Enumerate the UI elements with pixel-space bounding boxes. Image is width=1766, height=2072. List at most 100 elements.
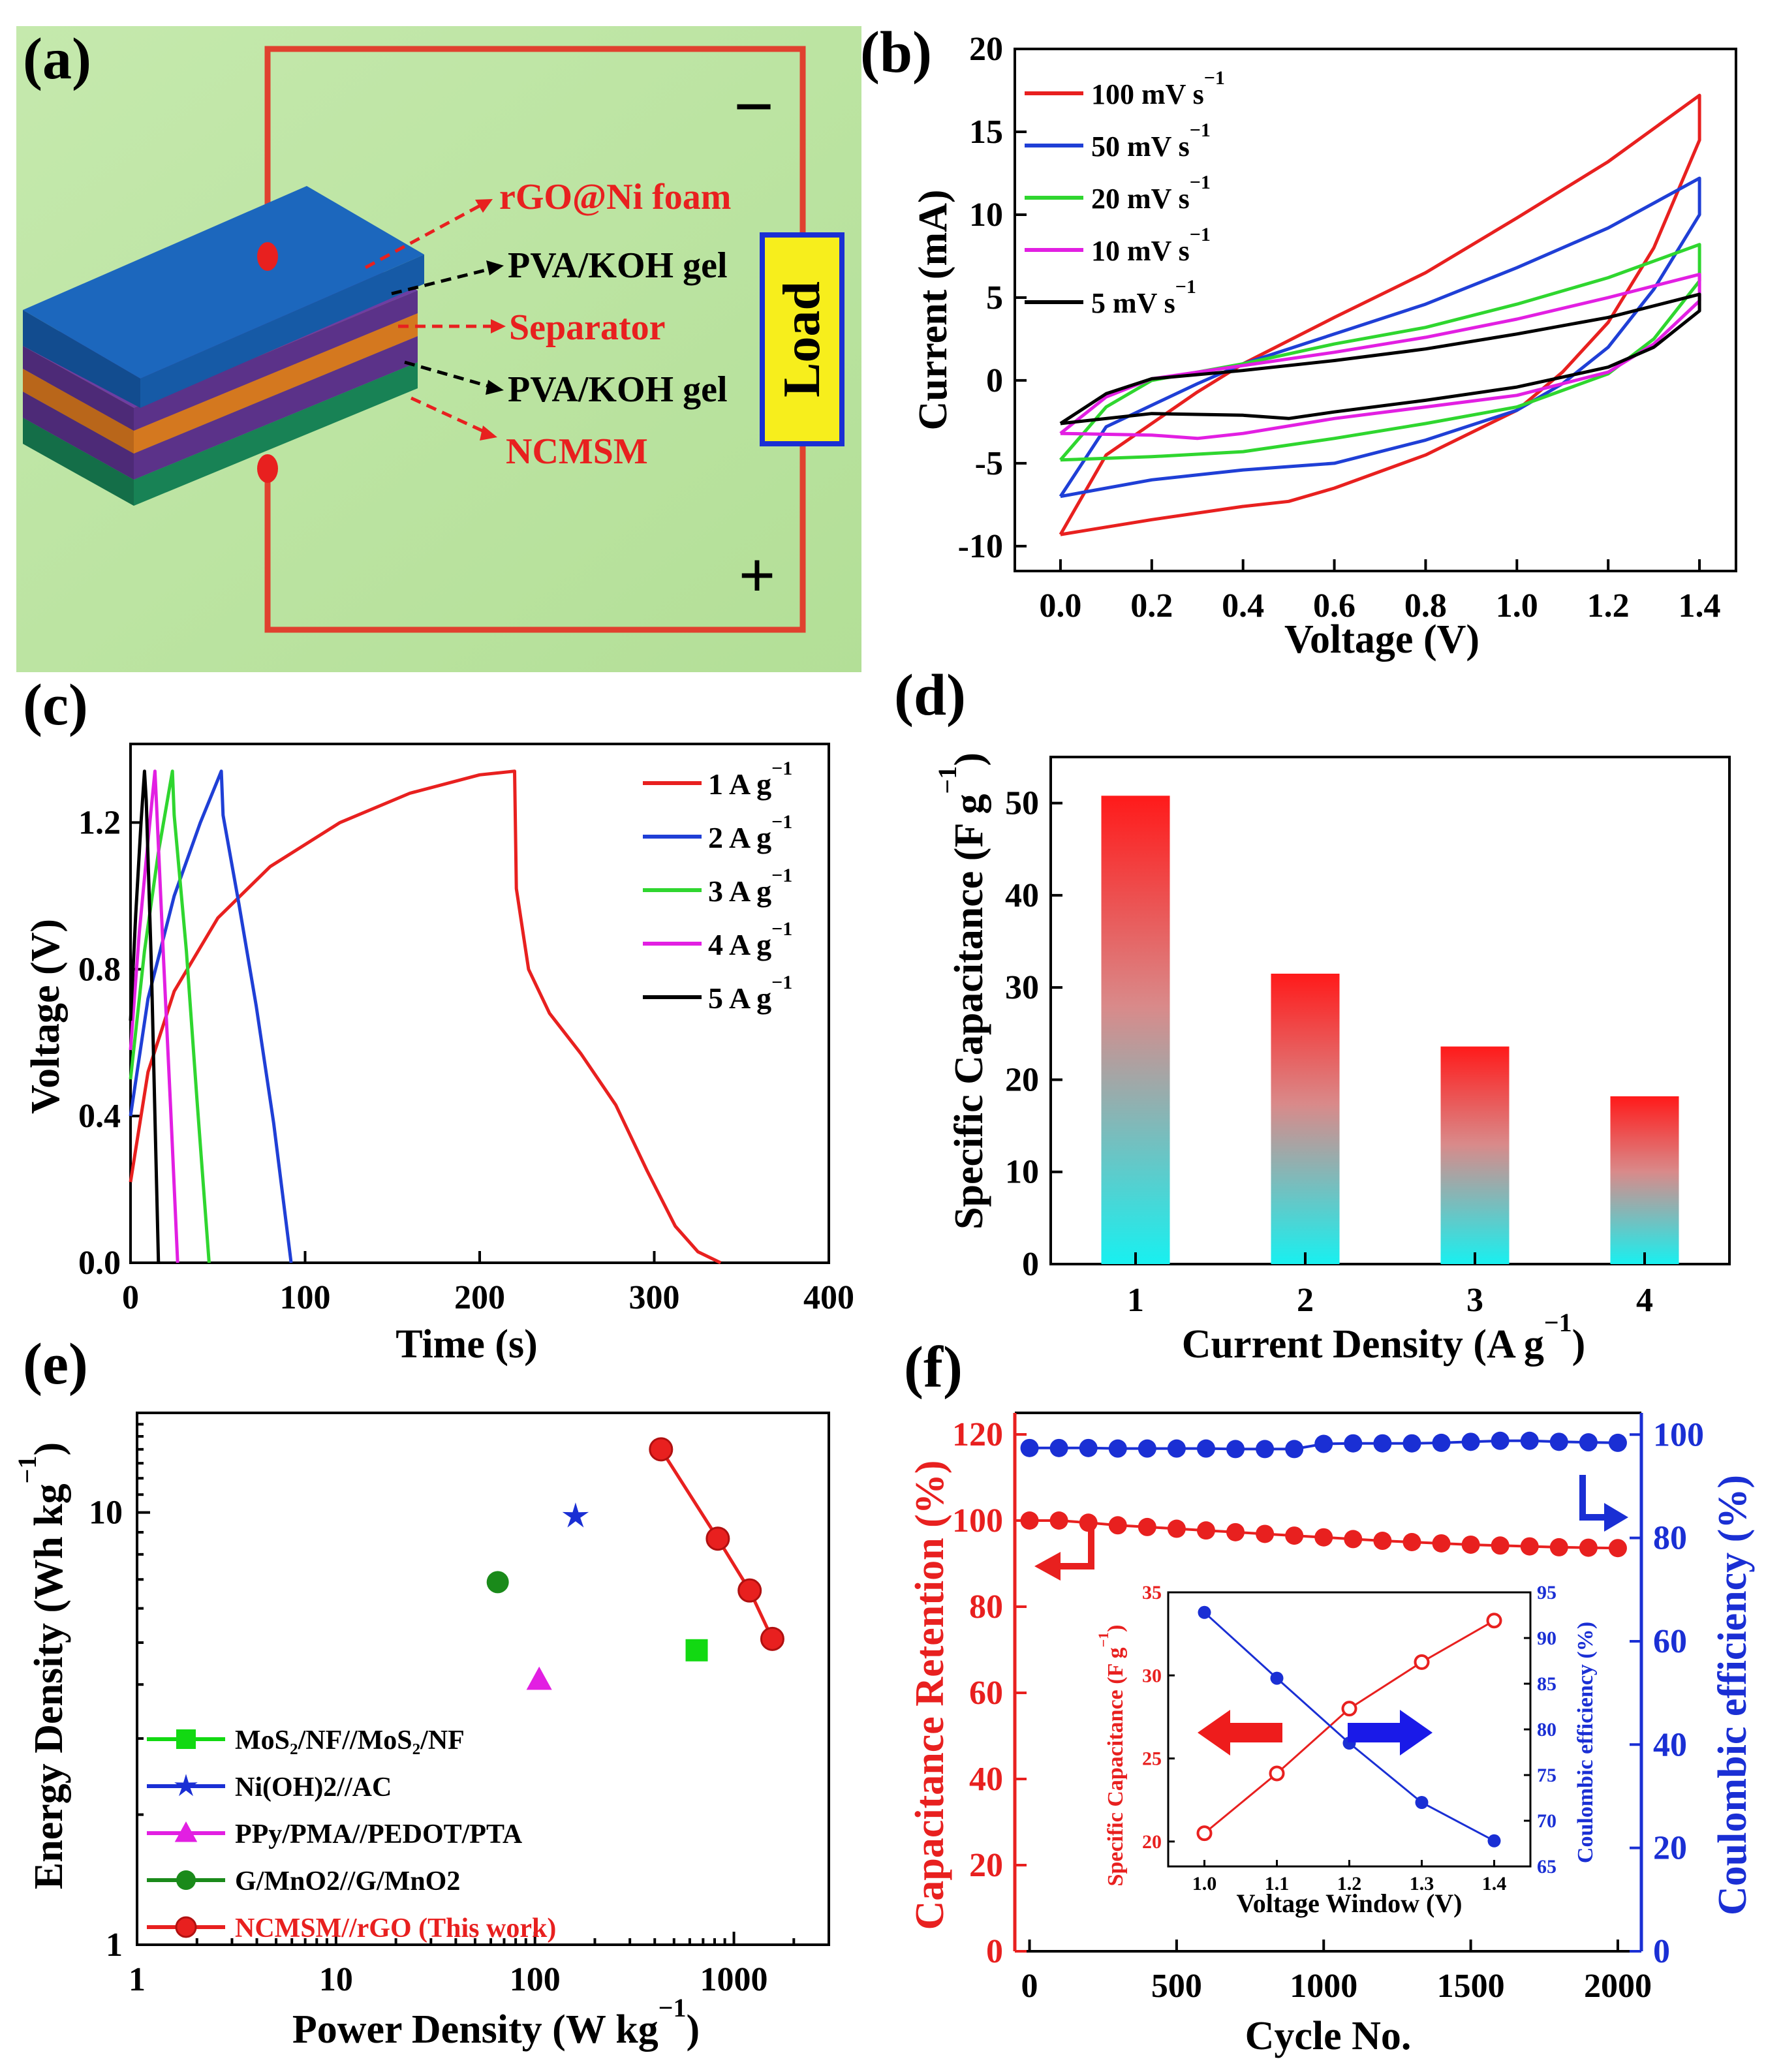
efficiency-point xyxy=(1020,1438,1039,1457)
efficiency-point xyxy=(1226,1440,1245,1459)
legend-label: 2 A g−1 xyxy=(708,811,792,854)
retention-point xyxy=(1226,1523,1245,1541)
y-tick-label: 15 xyxy=(969,114,1003,151)
efficiency-point xyxy=(1196,1439,1215,1458)
layer-separator-front xyxy=(134,313,418,454)
inset-x-tick-label: 1.4 xyxy=(1482,1873,1507,1894)
efficiency-point xyxy=(1579,1433,1598,1452)
y-tick-label: 0 xyxy=(986,1933,1003,1970)
retention-point xyxy=(1579,1538,1598,1557)
arrow-gel-top xyxy=(391,266,497,296)
y-tick-label: 1.2 xyxy=(78,804,121,841)
x-tick-label: 100 xyxy=(510,1961,561,1998)
capacitance-bar xyxy=(1440,1046,1510,1264)
y-tick-label: 40 xyxy=(1005,877,1039,914)
inset-y2-tick-label: 70 xyxy=(1537,1810,1557,1832)
x-tick-label: 1.4 xyxy=(1679,587,1721,625)
inset-y2-tick-label: 95 xyxy=(1537,1582,1557,1603)
right-axis-arrow xyxy=(1579,1475,1609,1521)
x-tick-label: 200 xyxy=(454,1279,505,1316)
y-tick-label: 0.8 xyxy=(78,951,121,988)
x-tick-label: 10 xyxy=(319,1961,353,1998)
y-axis-label: Energy Density (Wh kg−1) xyxy=(12,1442,71,1889)
retention-point xyxy=(1344,1530,1363,1549)
legend-label: Ni(OH)2//AC xyxy=(235,1772,392,1802)
x-tick-label: 1500 xyxy=(1437,1968,1505,2005)
y-tick-label: -5 xyxy=(975,445,1003,482)
y-tick-label: 0 xyxy=(986,362,1003,399)
ragone-point xyxy=(649,1437,674,1462)
ragone-point xyxy=(737,1578,762,1603)
efficiency-point xyxy=(1285,1440,1304,1459)
retention-point xyxy=(1285,1526,1304,1545)
gcd-curve-series xyxy=(129,769,293,1263)
y-tick-label: 20 xyxy=(1005,1061,1039,1098)
efficiency-point xyxy=(1049,1438,1068,1457)
legend-marker xyxy=(176,1729,196,1749)
retention-point xyxy=(1520,1537,1539,1556)
inset-efficiency-point xyxy=(1270,1671,1284,1685)
plot-frame xyxy=(1014,48,1737,572)
plot-frame xyxy=(1049,756,1731,1265)
efficiency-point xyxy=(1520,1431,1539,1450)
retention-point xyxy=(1373,1532,1392,1551)
legend-label: MoS₂/NF//MoS₂/NF xyxy=(235,1725,465,1755)
x-tick-label: 2000 xyxy=(1584,1968,1652,2005)
y-tick-label: 30 xyxy=(1005,969,1039,1006)
chart-gcd-curves: 0 100 200 300 400 0.0 0.4 0.8 1.2 Time (s) Voltage… xyxy=(23,743,854,1367)
panel-label-e: (e) xyxy=(23,1332,88,1397)
gcd-curve-series xyxy=(129,769,179,1263)
y-tick-label: 50 xyxy=(1005,785,1039,822)
legend-label: 100 mV s−1 xyxy=(1091,67,1225,110)
inset-y-tick-label: 25 xyxy=(1142,1748,1162,1770)
load-box xyxy=(760,232,844,446)
x-tick-label: 3 xyxy=(1466,1282,1483,1319)
x-axis-label: Voltage (V) xyxy=(1284,617,1479,662)
ragone-point xyxy=(526,1666,552,1690)
inset-y-tick-label: 20 xyxy=(1142,1831,1162,1853)
ragone-line xyxy=(659,1448,774,1640)
x-tick-label: 1 xyxy=(129,1961,146,1998)
efficiency-point xyxy=(1138,1439,1156,1458)
inset-x-tick-label: 1.3 xyxy=(1410,1873,1434,1894)
inset-efficiency-point xyxy=(1415,1796,1429,1809)
x-tick-label: 1000 xyxy=(1290,1968,1357,2005)
retention-point xyxy=(1020,1511,1039,1530)
inset-y2-tick-label: 85 xyxy=(1537,1673,1557,1695)
arrowhead-gel-top xyxy=(486,260,504,275)
arrow-rgo xyxy=(364,200,488,270)
layer-rgo-front xyxy=(140,255,424,408)
layer-gel-top-front xyxy=(134,290,418,431)
layer-ncmsm-side xyxy=(23,418,134,506)
x-tick-label: 4 xyxy=(1636,1282,1653,1319)
retention-point xyxy=(1461,1535,1480,1554)
legend-label: G/MnO2//G/MnO2 xyxy=(235,1866,460,1896)
inset-capacitance-point xyxy=(1269,1765,1285,1782)
efficiency-point xyxy=(1314,1434,1333,1453)
retention-point xyxy=(1402,1533,1421,1551)
device-stack xyxy=(23,186,424,506)
y-tick-label: 40 xyxy=(969,1761,1003,1798)
inset-x-tick-label: 1.0 xyxy=(1192,1873,1217,1894)
arrowhead-ncmsm xyxy=(480,425,497,441)
inset-y-tick-label: 30 xyxy=(1142,1665,1162,1686)
y2-tick-label: 40 xyxy=(1653,1726,1687,1763)
x-tick-label: 0.6 xyxy=(1313,587,1355,625)
label-rgo-ni-foam: rGO@Ni foam xyxy=(499,177,731,217)
retention-point xyxy=(1196,1521,1215,1540)
label-ncmsm: NCMSM xyxy=(506,431,648,472)
left-axis-arrowhead xyxy=(1034,1552,1061,1581)
cv-curve-series xyxy=(1059,93,1701,536)
capacitance-bar xyxy=(1101,796,1170,1264)
bottom-terminal xyxy=(257,454,278,483)
y2-tick-label: 60 xyxy=(1653,1623,1687,1660)
y-tick-label: 1 xyxy=(106,1926,123,1964)
minus-sign: − xyxy=(734,67,775,146)
x-axis-label: Power Density (W kg−1) xyxy=(292,1993,700,2052)
retention-point xyxy=(1049,1511,1068,1530)
chart-cv-curves: 0.0 0.2 0.4 0.6 0.8 1.0 1.2 1.4 -10 -5 0 5 10 15 20 Vol… xyxy=(911,31,1737,662)
efficiency-point xyxy=(1461,1432,1480,1451)
x-tick-label: 1 xyxy=(1127,1282,1144,1319)
inset-capacitance-point xyxy=(1341,1701,1357,1717)
